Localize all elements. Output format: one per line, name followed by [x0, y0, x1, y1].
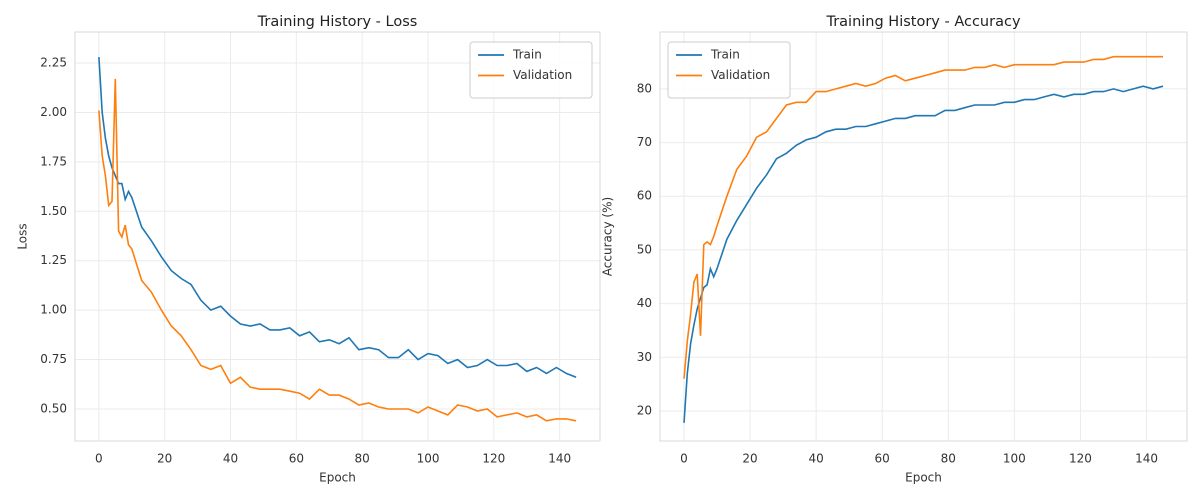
- x-axis-label: Epoch: [319, 471, 356, 485]
- y-tick-label: 20: [637, 403, 652, 417]
- y-tick-label: 80: [637, 81, 652, 95]
- x-tick-label: 60: [875, 452, 890, 466]
- x-tick-label: 120: [482, 452, 505, 466]
- y-tick-label: 50: [637, 242, 652, 256]
- y-tick-label: 1.00: [40, 303, 67, 317]
- y-tick-label: 2.25: [40, 56, 67, 70]
- y-tick-label: 70: [637, 135, 652, 149]
- x-tick-label: 100: [417, 452, 440, 466]
- y-tick-label: 2.00: [40, 105, 67, 119]
- y-tick-label: 1.25: [40, 253, 67, 267]
- x-axis-label: Epoch: [905, 471, 942, 485]
- legend-label: Train: [512, 48, 542, 62]
- y-tick-label: 1.50: [40, 204, 67, 218]
- y-tick-label: 40: [637, 296, 652, 310]
- legend-box: [469, 41, 593, 99]
- plot-frame: [74, 31, 601, 442]
- legend: Train Validation: [667, 41, 791, 99]
- x-tick-label: 0: [680, 452, 688, 466]
- plot-frame: [659, 31, 1188, 442]
- subplot: 0 20 40 60 80 100 120 140 20 30 40 50 60 70 80 Training…: [601, 14, 1188, 485]
- legend-box: [667, 41, 791, 99]
- x-tick-label: 140: [548, 452, 571, 466]
- legend-label: Validation: [513, 68, 572, 82]
- y-axis-label: Accuracy (%): [601, 197, 615, 276]
- series-line: [98, 57, 577, 379]
- x-tick-label: 20: [742, 452, 757, 466]
- y-axis-label: Loss: [16, 223, 30, 249]
- legend: Train Validation: [469, 41, 593, 99]
- x-tick-label: 40: [808, 452, 823, 466]
- legend-label: Validation: [711, 68, 770, 82]
- series-line: [683, 85, 1164, 423]
- y-tick-label: 0.75: [40, 352, 67, 366]
- y-tick-label: 1.75: [40, 154, 67, 168]
- x-tick-label: 0: [95, 452, 103, 466]
- series-line: [683, 55, 1163, 379]
- y-tick-label: 0.50: [40, 401, 67, 415]
- x-tick-label: 100: [1003, 452, 1026, 466]
- x-tick-label: 120: [1069, 452, 1092, 466]
- y-tick-label: 30: [637, 350, 652, 364]
- series-line: [98, 78, 577, 422]
- chart-title: Training History - Loss: [257, 14, 418, 30]
- x-tick-label: 80: [941, 452, 956, 466]
- x-tick-label: 60: [289, 452, 304, 466]
- x-tick-label: 40: [223, 452, 238, 466]
- subplot: 0 20 40 60 80 100 120 140 0.50 0.75 1.00 1.25 1.50 1.…: [16, 14, 601, 485]
- legend-label: Train: [710, 48, 740, 62]
- x-tick-label: 140: [1135, 452, 1158, 466]
- x-tick-label: 80: [355, 452, 370, 466]
- y-tick-label: 60: [637, 189, 652, 203]
- chart-title: Training History - Accuracy: [825, 14, 1020, 30]
- x-tick-label: 20: [157, 452, 172, 466]
